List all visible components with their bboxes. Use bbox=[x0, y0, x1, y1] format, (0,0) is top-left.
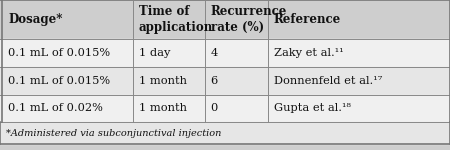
Text: Recurrence
rate (%): Recurrence rate (%) bbox=[211, 5, 287, 34]
Text: *Administered via subconjunctival injection: *Administered via subconjunctival inject… bbox=[6, 129, 221, 138]
Text: Donnenfeld et al.¹⁷: Donnenfeld et al.¹⁷ bbox=[274, 76, 382, 86]
Text: Gupta et al.¹⁸: Gupta et al.¹⁸ bbox=[274, 103, 351, 113]
Bar bbox=[0, 122, 450, 144]
Text: 0.1 mL of 0.02%: 0.1 mL of 0.02% bbox=[8, 103, 103, 113]
Text: 0.1 mL of 0.015%: 0.1 mL of 0.015% bbox=[8, 76, 110, 86]
Text: Dosage*: Dosage* bbox=[8, 13, 63, 26]
Text: 1 month: 1 month bbox=[139, 103, 187, 113]
Bar bbox=[0, 0, 450, 39]
Text: Time of
application: Time of application bbox=[139, 5, 213, 34]
Text: 6: 6 bbox=[211, 76, 218, 86]
Text: 0.1 mL of 0.015%: 0.1 mL of 0.015% bbox=[8, 48, 110, 58]
Text: 1 day: 1 day bbox=[139, 48, 170, 58]
Text: Zaky et al.¹¹: Zaky et al.¹¹ bbox=[274, 48, 343, 58]
Bar bbox=[0, 94, 450, 122]
Bar bbox=[0, 39, 450, 67]
Bar bbox=[0, 67, 450, 94]
Text: 0: 0 bbox=[211, 103, 218, 113]
Text: 1 month: 1 month bbox=[139, 76, 187, 86]
Text: 4: 4 bbox=[211, 48, 218, 58]
Text: Reference: Reference bbox=[274, 13, 341, 26]
